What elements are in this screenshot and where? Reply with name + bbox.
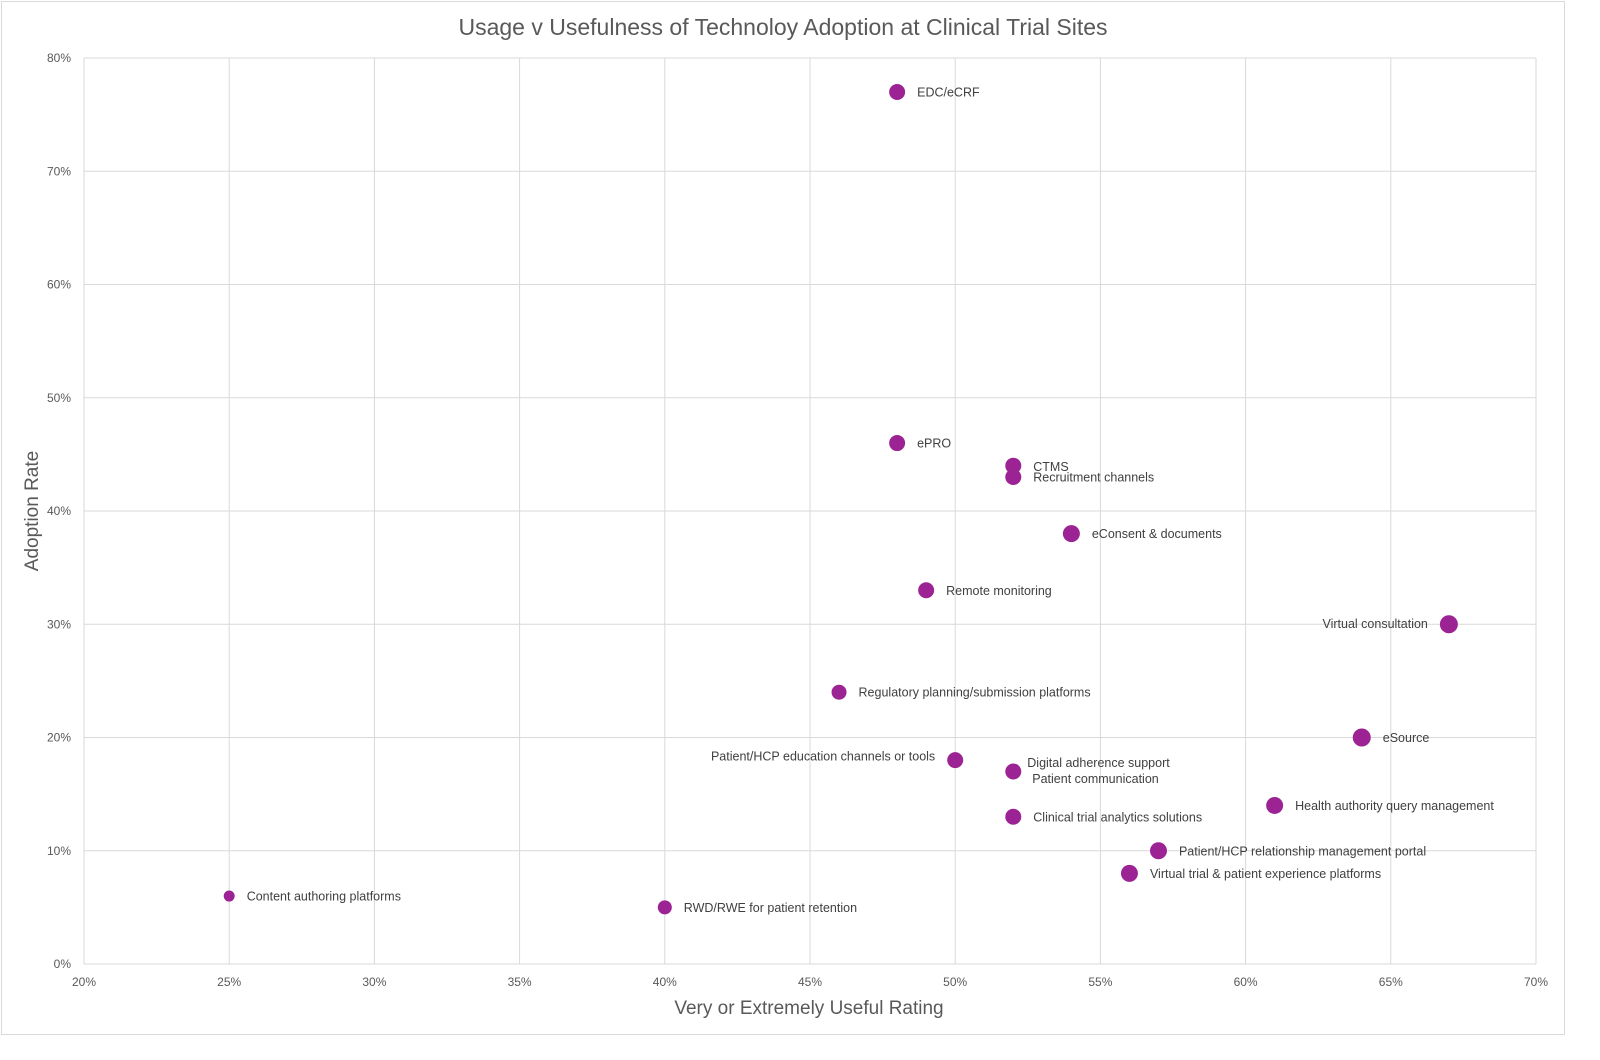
data-label: Regulatory planning/submission platforms <box>859 686 1091 700</box>
data-label: EDC/eCRF <box>917 85 980 99</box>
y-tick-label: 80% <box>47 51 71 65</box>
y-tick-label: 50% <box>47 391 71 405</box>
data-label: Patient/HCP relationship management port… <box>1179 844 1426 858</box>
data-point <box>1005 469 1022 486</box>
data-point <box>947 752 964 769</box>
data-label: eSource <box>1383 731 1430 745</box>
data-point <box>889 83 906 100</box>
data-point <box>831 684 847 700</box>
data-label: Patient communication <box>1032 772 1159 786</box>
data-label: Clinical trial analytics solutions <box>1033 810 1202 824</box>
data-point <box>223 890 235 902</box>
data-point <box>1352 728 1371 747</box>
data-label: Patient/HCP education channels or tools <box>711 750 935 764</box>
y-tick-label: 40% <box>47 504 71 518</box>
data-point <box>657 900 672 915</box>
data-point <box>1149 842 1167 860</box>
x-tick-label: 70% <box>1524 975 1548 989</box>
x-tick-label: 60% <box>1234 975 1258 989</box>
axis-ticks: 20% 25% 30% 35% 40% 45% 50% 55% 60% 65% 70% 0% 10% 20… <box>47 51 1548 989</box>
x-tick-label: 25% <box>217 975 241 989</box>
chart-title: Usage v Usefulness of Technoloy Adoption… <box>458 14 1107 40</box>
data-label: CTMS <box>1033 460 1068 474</box>
x-tick-label: 40% <box>653 975 677 989</box>
x-tick-label: 50% <box>943 975 967 989</box>
grid-lines <box>83 57 1537 965</box>
x-tick-label: 45% <box>798 975 822 989</box>
data-label: ePRO <box>917 437 951 451</box>
y-tick-label: 10% <box>47 844 71 858</box>
data-label: Digital adherence support <box>1027 756 1170 770</box>
data-label: Remote monitoring <box>946 584 1052 598</box>
data-point <box>889 435 906 452</box>
x-tick-label: 55% <box>1088 975 1112 989</box>
data-label: Health authority query management <box>1295 799 1494 813</box>
chart-frame <box>1 1 1565 1035</box>
data-label: Content authoring platforms <box>247 890 401 904</box>
data-label: Virtual consultation <box>1322 617 1427 631</box>
data-point <box>1120 864 1138 882</box>
x-tick-label: 65% <box>1379 975 1403 989</box>
data-point <box>1005 808 1022 825</box>
data-point <box>1439 615 1458 634</box>
y-tick-label: 20% <box>47 731 71 745</box>
y-tick-label: 0% <box>54 957 72 971</box>
data-label: eConsent & documents <box>1092 527 1222 541</box>
x-tick-label: 35% <box>508 975 532 989</box>
x-tick-label: 30% <box>362 975 386 989</box>
data-label: Recruitment channels <box>1033 471 1154 485</box>
data-point <box>1266 796 1284 814</box>
data-label: RWD/RWE for patient retention <box>684 901 857 915</box>
data-point <box>1062 525 1080 543</box>
y-axis-title: Adoption Rate <box>22 451 43 571</box>
y-tick-label: 70% <box>47 164 71 178</box>
data-point <box>1005 763 1022 780</box>
x-axis-title: Very or Extremely Useful Rating <box>674 998 943 1019</box>
y-tick-label: 30% <box>47 617 71 631</box>
data-point <box>1005 457 1022 474</box>
data-points <box>223 83 1458 915</box>
y-tick-label: 60% <box>47 278 71 292</box>
x-tick-label: 20% <box>72 975 96 989</box>
data-point <box>918 582 935 599</box>
data-label: Virtual trial & patient experience platf… <box>1150 867 1381 881</box>
